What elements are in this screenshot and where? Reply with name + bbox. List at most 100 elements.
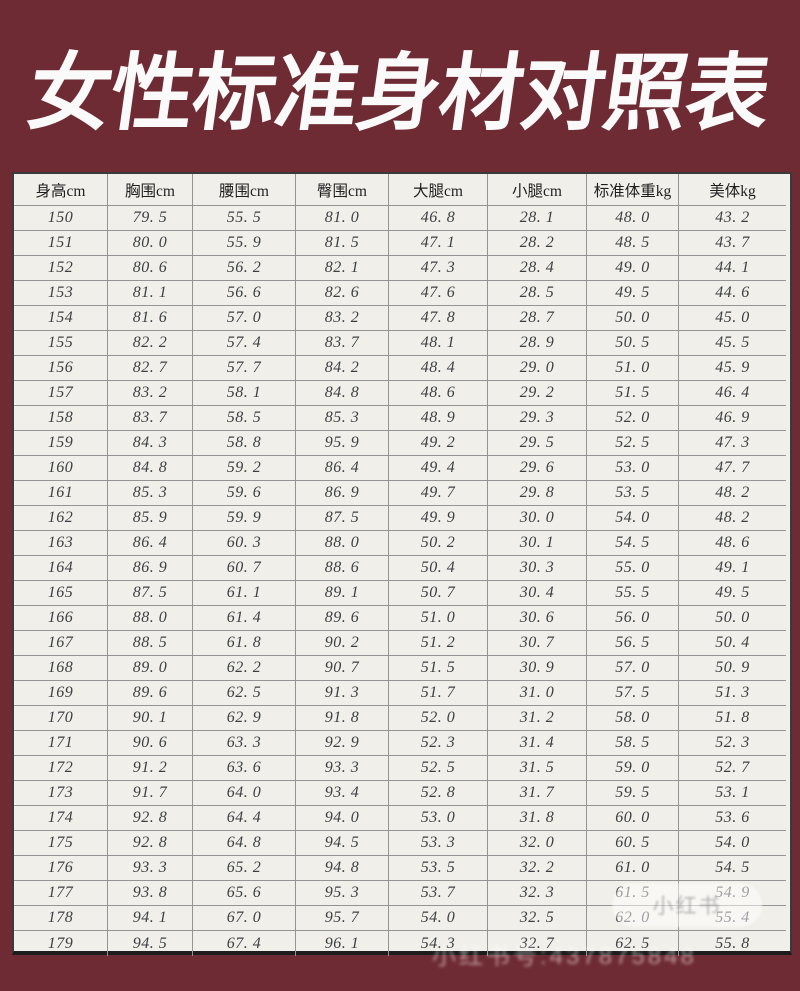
table-cell: 48. 1 (389, 331, 488, 356)
table-cell: 61. 0 (587, 856, 679, 881)
table-cell: 29. 2 (488, 381, 587, 406)
table-cell: 32. 2 (488, 856, 587, 881)
table-cell: 49. 0 (587, 256, 679, 281)
table-cell: 153 (14, 281, 108, 306)
table-cell: 95. 7 (296, 906, 389, 931)
table-cell: 91. 7 (108, 781, 193, 806)
table-cell: 87. 5 (296, 506, 389, 531)
table-cell: 80. 0 (108, 231, 193, 256)
table-cell: 51. 7 (389, 681, 488, 706)
table-cell: 52. 0 (587, 406, 679, 431)
table-cell: 65. 6 (193, 881, 296, 906)
table-cell: 48. 2 (679, 506, 786, 531)
table-cell: 161 (14, 481, 108, 506)
table-cell: 58. 0 (587, 706, 679, 731)
table-row: 175 92. 8 64. 8 94. 5 53. 3 32. 0 60. 5 54. 0 (14, 831, 790, 856)
table-cell: 29. 0 (488, 356, 587, 381)
table-cell: 58. 5 (587, 731, 679, 756)
table-cell: 57. 0 (193, 306, 296, 331)
table-row: 162 85. 9 59. 9 87. 5 49. 9 30. 0 54. 0 48. 2 (14, 506, 790, 531)
table-cell: 47. 7 (679, 456, 786, 481)
measurement-table: 身高cm 胸围cm 腰围cm 臀围cm 大腿cm 小腿cm 标准体重kg 美体kg 150 79… (12, 172, 792, 956)
watermark-badge: 小红书 (612, 883, 762, 927)
table-cell: 174 (14, 806, 108, 831)
table-cell: 30. 9 (488, 656, 587, 681)
table-cell: 167 (14, 631, 108, 656)
table-cell: 48. 2 (679, 481, 786, 506)
table-cell: 51. 0 (587, 356, 679, 381)
table-cell: 64. 4 (193, 806, 296, 831)
table-cell: 55. 5 (587, 581, 679, 606)
table-cell: 57. 4 (193, 331, 296, 356)
table-row: 167 88. 5 61. 8 90. 2 51. 2 30. 7 56. 5 50. 4 (14, 631, 790, 656)
table-cell: 95. 3 (296, 881, 389, 906)
table-cell: 28. 4 (488, 256, 587, 281)
table-row: 161 85. 3 59. 6 86. 9 49. 7 29. 8 53. 5 48. 2 (14, 481, 790, 506)
table-cell: 94. 5 (296, 831, 389, 856)
table-cell: 60. 7 (193, 556, 296, 581)
table-cell: 51. 5 (389, 656, 488, 681)
table-row: 160 84. 8 59. 2 86. 4 49. 4 29. 6 53. 0 47. 7 (14, 456, 790, 481)
table-cell: 177 (14, 881, 108, 906)
table-cell: 88. 0 (108, 606, 193, 631)
table-row: 179 94. 5 67. 4 96. 1 54. 3 32. 7 62. 5 55. 8 (14, 931, 790, 956)
table-cell: 63. 6 (193, 756, 296, 781)
table-cell: 55. 0 (587, 556, 679, 581)
table-cell: 67. 0 (193, 906, 296, 931)
table-cell: 80. 6 (108, 256, 193, 281)
table-cell: 52. 3 (389, 731, 488, 756)
table-cell: 163 (14, 531, 108, 556)
table-cell: 85. 3 (296, 406, 389, 431)
table-row: 150 79. 5 55. 5 81. 0 46. 8 28. 1 48. 0 43. 2 (14, 206, 790, 231)
table-cell: 53. 0 (389, 806, 488, 831)
table-cell: 31. 4 (488, 731, 587, 756)
table-cell: 29. 6 (488, 456, 587, 481)
table-cell: 50. 2 (389, 531, 488, 556)
table-cell: 46. 4 (679, 381, 786, 406)
table-cell: 64. 0 (193, 781, 296, 806)
table-cell: 89. 1 (296, 581, 389, 606)
table-cell: 54. 5 (679, 856, 786, 881)
table-cell: 178 (14, 906, 108, 931)
table-cell: 30. 7 (488, 631, 587, 656)
table-cell: 28. 2 (488, 231, 587, 256)
table-row: 156 82. 7 57. 7 84. 2 48. 4 29. 0 51. 0 45. 9 (14, 356, 790, 381)
table-cell: 150 (14, 206, 108, 231)
table-cell: 30. 3 (488, 556, 587, 581)
table-cell: 90. 6 (108, 731, 193, 756)
table-cell: 50. 9 (679, 656, 786, 681)
table-cell: 28. 7 (488, 306, 587, 331)
watermark-id: 小红书号:437875848 (432, 943, 697, 970)
table-cell: 91. 2 (108, 756, 193, 781)
table-cell: 50. 7 (389, 581, 488, 606)
table-cell: 62. 5 (587, 931, 679, 956)
table-cell: 30. 4 (488, 581, 587, 606)
table-cell: 61. 8 (193, 631, 296, 656)
table-cell: 53. 7 (389, 881, 488, 906)
table-row: 166 88. 0 61. 4 89. 6 51. 0 30. 6 56. 0 50. 0 (14, 606, 790, 631)
table-cell: 32. 5 (488, 906, 587, 931)
table-cell: 50. 0 (679, 606, 786, 631)
table-header-row: 身高cm 胸围cm 腰围cm 臀围cm 大腿cm 小腿cm 标准体重kg 美体kg (14, 174, 790, 206)
table-cell: 32. 3 (488, 881, 587, 906)
table-row: 170 90. 1 62. 9 91. 8 52. 0 31. 2 58. 0 51. 8 (14, 706, 790, 731)
table-cell: 55. 5 (193, 206, 296, 231)
table-cell: 171 (14, 731, 108, 756)
table-body: 150 79. 5 55. 5 81. 0 46. 8 28. 1 48. 0 43. 2 15… (14, 206, 790, 956)
table-cell: 58. 5 (193, 406, 296, 431)
table-cell: 45. 9 (679, 356, 786, 381)
table-cell: 43. 2 (679, 206, 786, 231)
table-cell: 164 (14, 556, 108, 581)
column-header: 胸围cm (108, 174, 193, 206)
table-cell: 53. 3 (389, 831, 488, 856)
table-row: 168 89. 0 62. 2 90. 7 51. 5 30. 9 57. 0 50. 9 (14, 656, 790, 681)
table-cell: 47. 8 (389, 306, 488, 331)
table-cell: 155 (14, 331, 108, 356)
table-cell: 48. 6 (389, 381, 488, 406)
table-cell: 32. 0 (488, 831, 587, 856)
table-cell: 86. 4 (296, 456, 389, 481)
table-cell: 30. 0 (488, 506, 587, 531)
table-cell: 81. 0 (296, 206, 389, 231)
table-cell: 154 (14, 306, 108, 331)
